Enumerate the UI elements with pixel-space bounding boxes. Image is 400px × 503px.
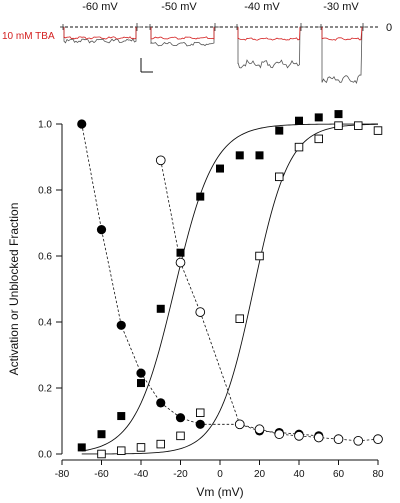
x-tick-label: 80 <box>372 469 384 480</box>
data-point-open-circle <box>234 419 245 430</box>
data-point-open-square <box>136 443 146 452</box>
y-tick-label: 1.0 <box>38 120 52 131</box>
zero-current-label: 0 <box>386 22 392 34</box>
data-point-filled-square <box>255 151 264 160</box>
capacitive-transient <box>149 23 216 31</box>
control-current-trace <box>60 26 142 44</box>
data-point-filled-square <box>156 304 165 313</box>
data-markers <box>77 110 383 459</box>
fit-curves <box>81 123 379 455</box>
data-point-filled-circle <box>175 413 186 423</box>
y-tick-label: 0.2 <box>38 384 52 395</box>
dashed-connectors <box>81 123 379 442</box>
x-tick-label: 40 <box>293 469 305 480</box>
data-point-open-circle <box>155 155 166 166</box>
data-point-open-circle <box>175 257 186 268</box>
data-point-filled-square <box>334 110 343 119</box>
data-point-open-square <box>255 251 264 261</box>
x-tick-label: 20 <box>254 469 266 480</box>
x-tick-label: -60 <box>94 469 109 480</box>
data-point-filled-square <box>216 164 224 173</box>
y-axis-title: Activation or Unblocked Fraction <box>7 203 21 376</box>
capacitive-transient <box>62 23 138 31</box>
data-point-open-square <box>334 121 343 130</box>
y-tick-label: 0.4 <box>38 318 52 329</box>
data-point-open-square <box>294 142 304 152</box>
trace-panel: 0 10 mM TBA -60 mV -50 mV -40 mV -30 mV <box>2 1 392 84</box>
data-point-open-square <box>314 134 324 144</box>
scale-bar <box>140 58 153 73</box>
y-tick-label: 0.0 <box>38 450 52 461</box>
control-current-trace <box>318 26 368 84</box>
x-tick-label: 60 <box>333 469 345 480</box>
y-ticks: 0.0 0.2 0.4 0.6 0.8 1.0 <box>38 120 62 461</box>
data-point-open-circle <box>373 434 383 445</box>
data-point-open-square <box>97 449 106 459</box>
fit-curve-2 <box>81 123 379 455</box>
data-point-open-square <box>354 121 363 130</box>
tba-current-trace <box>150 27 215 40</box>
data-point-open-circle <box>254 424 265 435</box>
data-point-filled-square <box>176 248 185 257</box>
data-point-open-circle <box>313 432 324 443</box>
data-point-open-square <box>373 126 383 135</box>
data-point-filled-circle <box>116 320 126 330</box>
capacitive-transient <box>320 23 364 31</box>
data-point-filled-square <box>295 116 303 125</box>
data-point-filled-square <box>97 430 106 439</box>
data-point-filled-square <box>235 151 244 160</box>
data-point-open-circle <box>294 431 304 441</box>
x-axis-title: Vm (mV) <box>196 485 243 499</box>
data-point-filled-square <box>77 443 86 452</box>
data-point-open-square <box>195 408 205 418</box>
tba-current-trace <box>63 27 137 40</box>
tba-current-trace <box>237 26 301 41</box>
data-point-filled-square <box>314 113 323 122</box>
data-point-filled-circle <box>96 225 107 235</box>
data-point-open-circle <box>195 307 206 317</box>
trace-voltage-label-1: -60 mV <box>82 1 118 13</box>
control-current-trace <box>147 26 220 47</box>
x-ticks: -80 -60 -40 -20 0 20 40 60 80 <box>55 460 384 480</box>
trace-voltage-label-2: -50 mV <box>161 1 197 13</box>
y-tick-label: 0.6 <box>38 252 52 263</box>
data-point-open-square <box>176 431 185 441</box>
data-point-filled-square <box>117 412 126 421</box>
data-point-open-square <box>116 446 126 455</box>
data-point-open-square <box>156 439 165 449</box>
data-point-open-circle <box>274 429 285 440</box>
data-point-filled-circle <box>156 398 166 408</box>
data-point-open-square <box>235 314 244 323</box>
data-point-filled-square <box>275 126 284 135</box>
data-point-filled-circle <box>195 419 205 429</box>
tba-label: 10 mM TBA <box>2 31 55 42</box>
data-point-open-circle <box>353 435 364 446</box>
dashed-line-4 <box>160 160 379 442</box>
chart: -80 -60 -40 -20 0 20 40 60 80 0.0 0.2 0.4 0.6 0.8 1.0… <box>7 110 384 499</box>
tba-current-trace <box>321 26 363 41</box>
fit-curve-1 <box>81 123 378 452</box>
control-current-trace <box>234 26 306 69</box>
x-tick-label: -80 <box>55 469 70 480</box>
data-point-filled-square <box>137 379 145 388</box>
trace-voltage-label-3: -40 mV <box>244 1 280 13</box>
x-tick-label: 0 <box>217 469 223 480</box>
dashed-line-3 <box>81 123 319 437</box>
data-point-open-square <box>275 172 284 182</box>
y-tick-label: 0.8 <box>38 186 52 197</box>
x-tick-label: -40 <box>134 469 149 480</box>
x-tick-label: -20 <box>173 469 188 480</box>
capacitive-transient <box>236 23 302 31</box>
trace-voltage-label-4: -30 mV <box>323 1 359 13</box>
data-point-open-circle <box>333 434 344 445</box>
current-traces <box>60 23 368 84</box>
data-point-filled-square <box>196 192 205 201</box>
data-point-filled-circle <box>77 119 87 129</box>
data-point-filled-circle <box>136 368 146 378</box>
